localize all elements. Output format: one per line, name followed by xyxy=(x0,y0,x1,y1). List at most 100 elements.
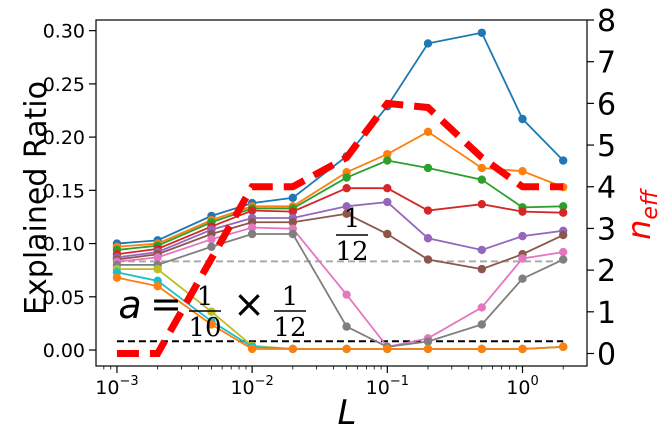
x-tick-exponent: −1 xyxy=(390,374,409,389)
series-11-point-6 xyxy=(342,344,351,354)
twelfth-denominator: 12 xyxy=(335,237,368,267)
y2-label-main: n xyxy=(620,220,658,240)
series-5-point-7 xyxy=(383,197,392,207)
y2-tick-label-4: 3 xyxy=(597,212,616,247)
series-8-point-9 xyxy=(477,320,487,329)
y2-axis-label: neff xyxy=(620,188,663,240)
series-6-point-8 xyxy=(423,255,433,264)
series-2-point-9 xyxy=(477,163,487,173)
x-tick-label-1: 10−3 xyxy=(95,374,138,399)
series-5-point-6 xyxy=(342,202,351,211)
y-tick-label-7: 0.30 xyxy=(43,21,85,43)
series-6-point-9 xyxy=(477,264,487,274)
series-11-point-9 xyxy=(477,344,487,354)
y2-tick-label-8: 7 xyxy=(597,46,616,81)
y2-tick-label-3: 2 xyxy=(597,254,616,289)
series-8-point-8 xyxy=(423,337,433,346)
series-7-point-9 xyxy=(477,303,487,312)
x-tick-base: 10 xyxy=(506,377,530,399)
series-6-point-11 xyxy=(558,230,568,240)
y-tick-label-3: 0.10 xyxy=(43,234,85,256)
annotation-a-equation: a = 1 10 × 1 12 xyxy=(118,282,306,343)
series-11-point-7 xyxy=(383,344,392,354)
y2-label-sub: eff xyxy=(638,188,663,220)
series-11-point-8 xyxy=(423,344,433,354)
y-tick-label-6: 0.25 xyxy=(43,74,85,96)
series-3-point-7 xyxy=(383,156,392,165)
x-tick-base: 10 xyxy=(95,377,119,399)
series-1-point-11 xyxy=(558,156,568,165)
plot-frame xyxy=(95,19,588,367)
y2-tick-label-1: 0 xyxy=(597,337,616,372)
series-4-point-9 xyxy=(477,199,487,209)
y2-tick-label-2: 1 xyxy=(597,296,616,331)
series-line-1 xyxy=(116,31,564,245)
series-6-point-6 xyxy=(342,209,351,218)
series-1-point-10 xyxy=(518,114,527,124)
series-9-point-2 xyxy=(153,264,162,274)
y-tick-label-1: 0.00 xyxy=(43,340,85,362)
series-8-point-5 xyxy=(288,229,298,239)
series-8-point-4 xyxy=(247,229,257,239)
series-3-point-9 xyxy=(477,175,487,184)
frac2-denominator: 12 xyxy=(273,313,306,343)
x-tick-label-3: 10−1 xyxy=(366,374,409,399)
reference-lines xyxy=(116,260,564,343)
series-11-point-3 xyxy=(207,320,216,329)
y-axis-ticks: 0.00 0.05 0.10 0.15 0.20 0.25 0.30 xyxy=(43,21,96,362)
a-symbol: a xyxy=(118,283,141,327)
series-5-point-10 xyxy=(518,231,527,241)
series-8-point-10 xyxy=(518,274,527,283)
annotation-one-twelfth: 1 12 xyxy=(335,204,368,267)
y2-tick-label-6: 5 xyxy=(597,129,616,164)
twelfth-numerator: 1 xyxy=(344,204,361,234)
series-11-point-2 xyxy=(153,281,162,291)
series-11-point-10 xyxy=(518,344,527,354)
series-2-point-7 xyxy=(383,149,392,159)
x-tick-label-4: 100 xyxy=(506,374,538,399)
y2-tick-label-5: 4 xyxy=(597,171,616,206)
x-tick-base: 10 xyxy=(230,377,254,399)
frac1-denominator: 10 xyxy=(188,313,221,343)
series-2-point-8 xyxy=(423,127,433,136)
y2-axis-ticks: 0 1 2 3 4 5 6 7 8 xyxy=(587,4,616,372)
series-5-point-8 xyxy=(423,234,433,243)
frac1-numerator: 1 xyxy=(197,282,214,312)
series-3-point-6 xyxy=(342,173,351,182)
y2-tick-label-9: 8 xyxy=(597,4,616,39)
series-3-point-8 xyxy=(423,163,433,173)
series-line-11 xyxy=(116,276,564,350)
y-tick-label-4: 0.15 xyxy=(43,180,85,202)
series-4-point-6 xyxy=(342,184,351,193)
n-eff-line xyxy=(116,99,564,357)
series-2-point-10 xyxy=(518,166,527,176)
x-tick-base: 10 xyxy=(366,377,390,399)
series-4-point-5 xyxy=(288,207,298,216)
series-8-point-11 xyxy=(558,255,568,264)
series-7-point-2 xyxy=(153,253,162,262)
series-3-point-11 xyxy=(558,202,568,211)
series-4-point-8 xyxy=(423,206,433,215)
series-7-point-11 xyxy=(558,247,568,257)
series-5-point-9 xyxy=(477,245,487,255)
y2-tick-label-7: 6 xyxy=(597,87,616,122)
y-tick-label-5: 0.20 xyxy=(43,127,85,149)
series-4-point-10 xyxy=(518,207,527,216)
x-tick-exponent: 0 xyxy=(530,374,538,389)
series-11-point-4 xyxy=(247,344,257,354)
series-11-point-11 xyxy=(558,342,568,352)
series-line-10 xyxy=(116,271,564,350)
series-8-point-6 xyxy=(342,322,351,331)
series-1-point-5 xyxy=(288,193,298,202)
series-6-point-5 xyxy=(288,218,298,227)
x-axis-ticks: 10−3 10−2 10−1 100 xyxy=(95,366,564,399)
x-tick-exponent: −3 xyxy=(119,374,138,389)
n-eff-curve xyxy=(116,99,564,357)
x-axis-label: L xyxy=(338,393,357,433)
series-7-point-4 xyxy=(247,223,257,232)
x-tick-exponent: −2 xyxy=(255,374,274,389)
series-7-point-3 xyxy=(207,235,216,244)
series-4-point-11 xyxy=(558,208,568,217)
times-sign: × xyxy=(233,282,265,326)
